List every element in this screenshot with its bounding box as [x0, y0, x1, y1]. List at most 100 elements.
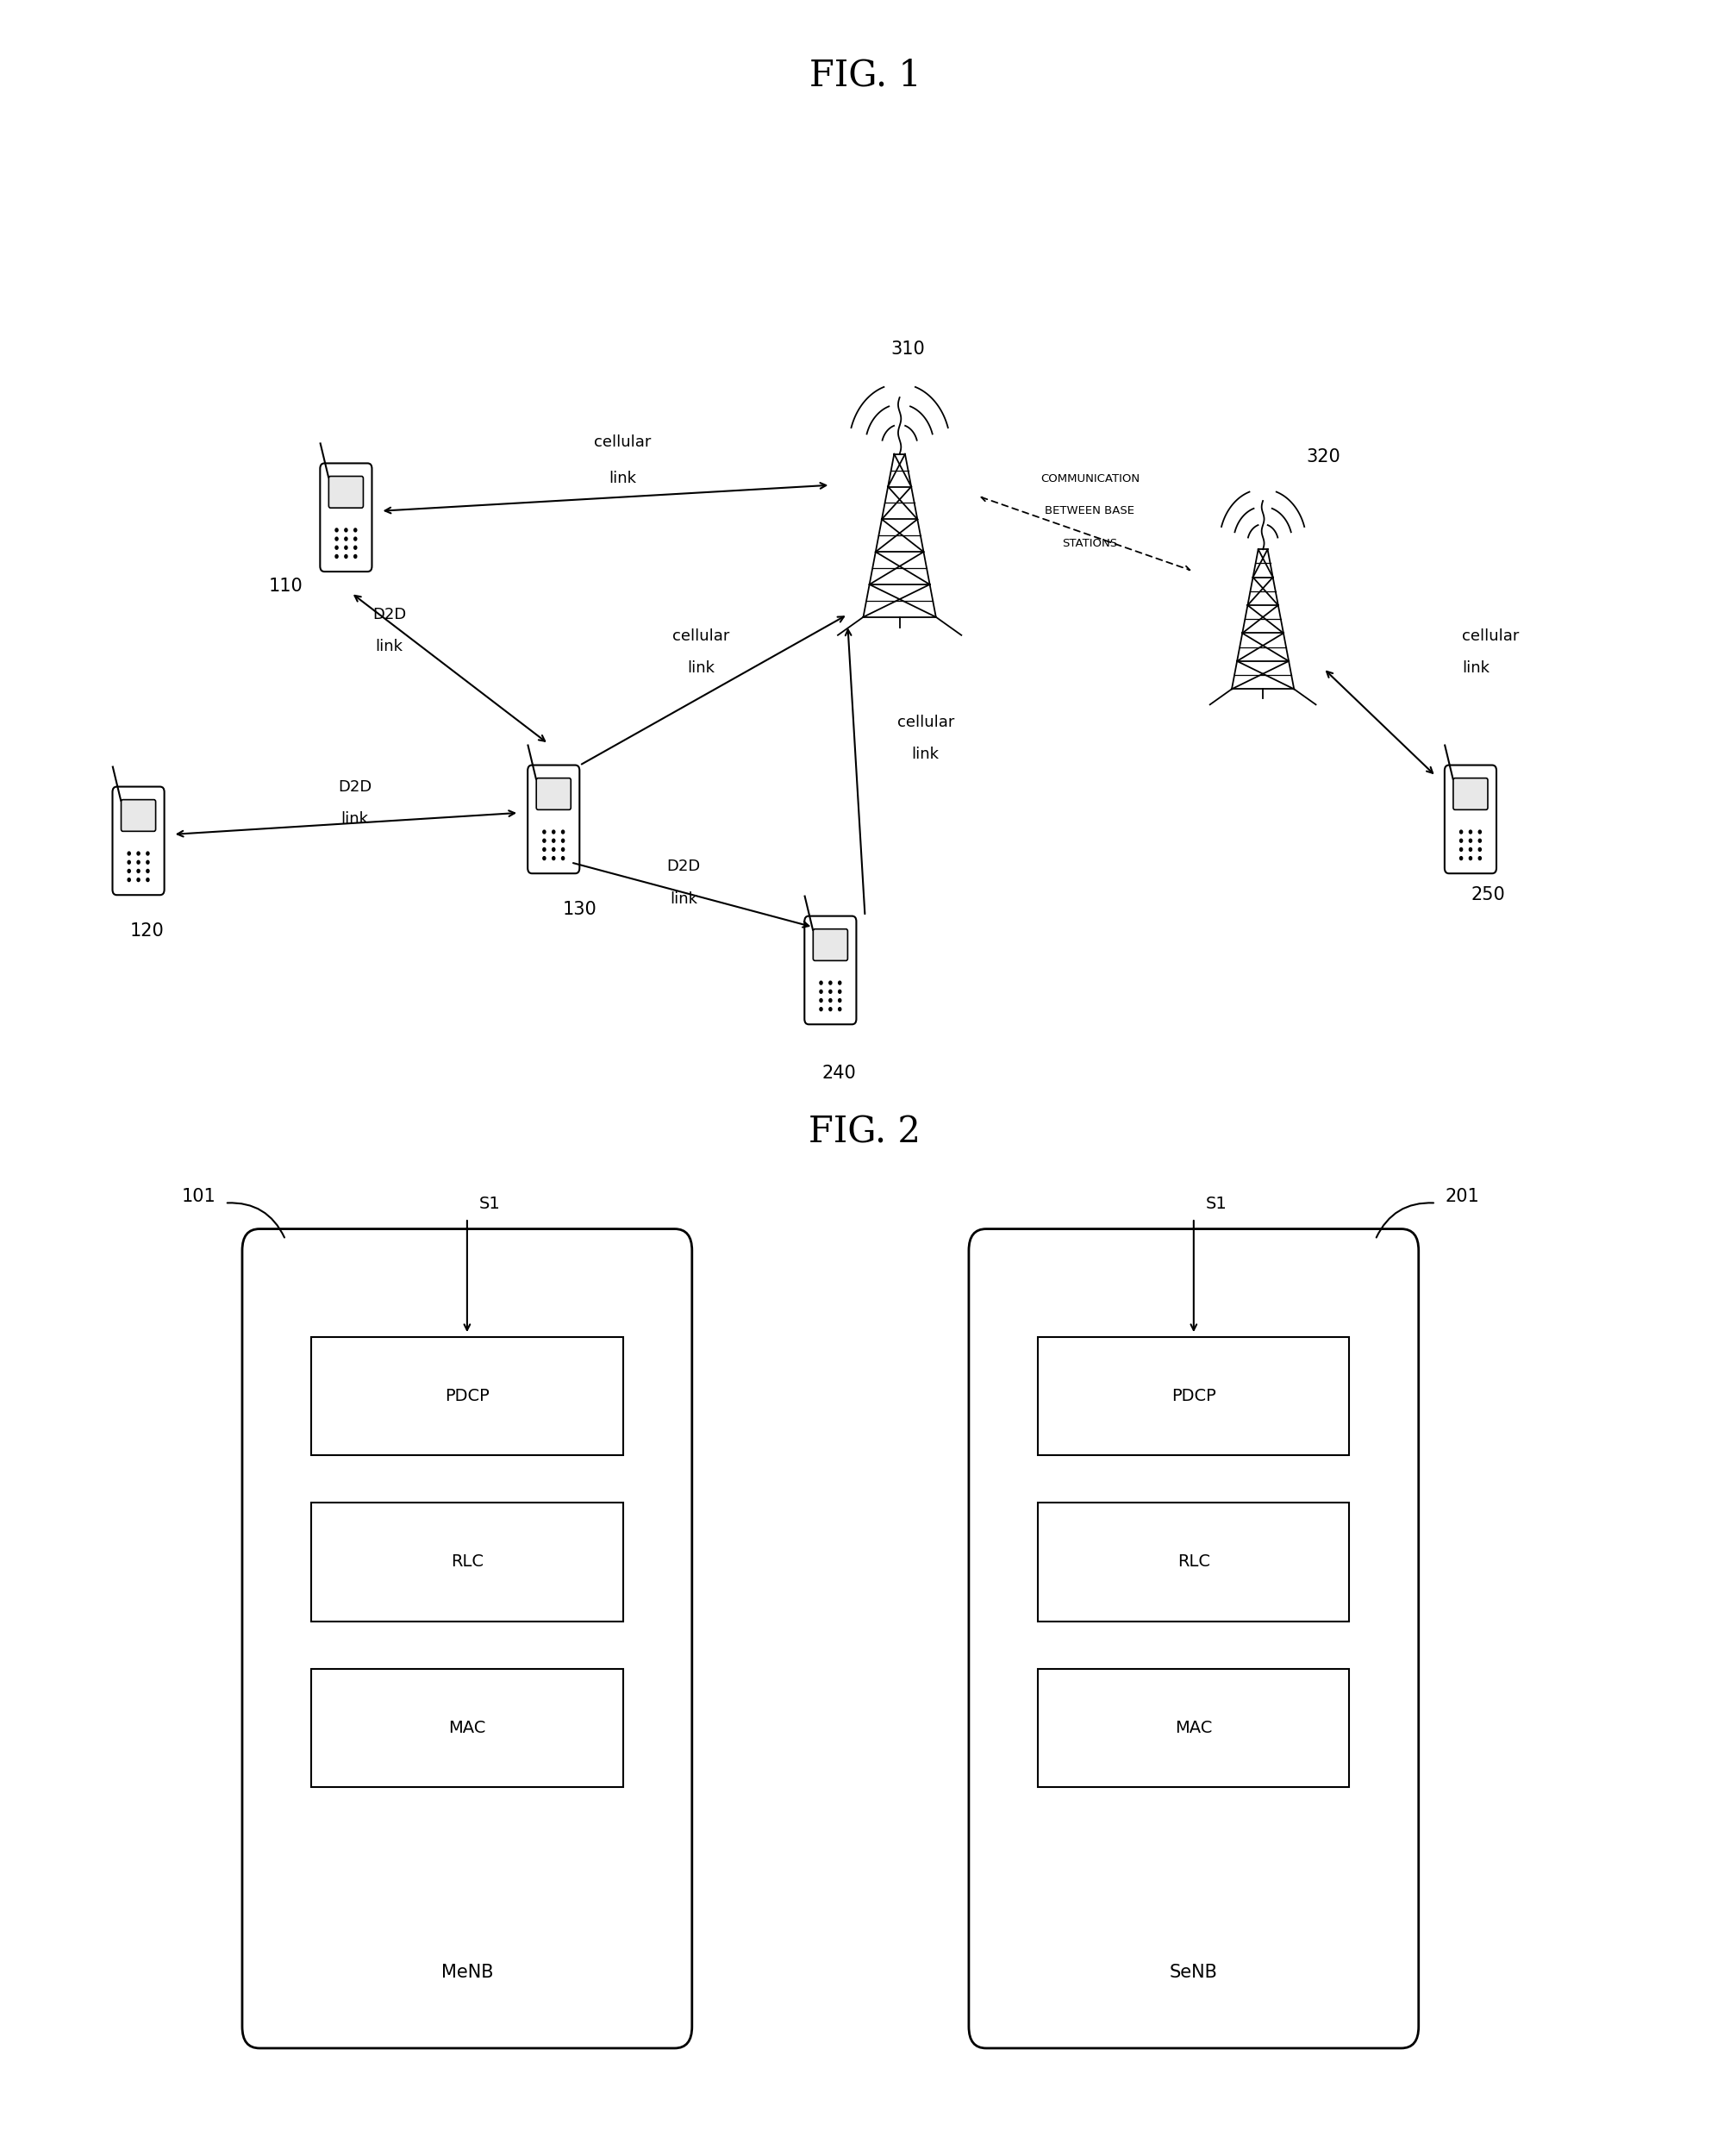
Circle shape: [336, 545, 337, 550]
Circle shape: [543, 830, 545, 834]
Circle shape: [344, 528, 348, 533]
Circle shape: [1460, 839, 1462, 843]
FancyBboxPatch shape: [320, 464, 372, 571]
Circle shape: [128, 869, 130, 873]
FancyBboxPatch shape: [242, 1229, 692, 2048]
Circle shape: [128, 852, 130, 856]
Circle shape: [137, 877, 140, 882]
Circle shape: [543, 847, 545, 852]
Circle shape: [1469, 839, 1472, 843]
Circle shape: [1460, 830, 1462, 834]
Text: cellular: cellular: [1462, 627, 1519, 645]
Text: D2D: D2D: [337, 778, 372, 796]
FancyBboxPatch shape: [1445, 765, 1496, 873]
Text: PDCP: PDCP: [445, 1388, 490, 1404]
Bar: [1038, 1503, 1349, 1621]
Text: MAC: MAC: [1175, 1720, 1213, 1736]
Bar: [311, 1503, 623, 1621]
Circle shape: [839, 1007, 841, 1011]
Circle shape: [820, 981, 822, 985]
Text: PDCP: PDCP: [1171, 1388, 1216, 1404]
Text: BETWEEN BASE: BETWEEN BASE: [1045, 505, 1135, 517]
Circle shape: [1460, 856, 1462, 860]
Text: link: link: [341, 811, 368, 828]
Circle shape: [147, 869, 149, 873]
Circle shape: [344, 537, 348, 541]
Circle shape: [829, 981, 832, 985]
Text: SeNB: SeNB: [1169, 1964, 1218, 1981]
Text: FIG. 2: FIG. 2: [810, 1115, 920, 1149]
Circle shape: [128, 877, 130, 882]
Text: link: link: [670, 890, 697, 908]
FancyBboxPatch shape: [528, 765, 580, 873]
Text: 201: 201: [1445, 1188, 1479, 1205]
Circle shape: [552, 839, 555, 843]
FancyArrowPatch shape: [227, 1203, 284, 1238]
Bar: [1038, 1669, 1349, 1787]
Circle shape: [147, 852, 149, 856]
Text: 101: 101: [182, 1188, 216, 1205]
Text: S1: S1: [1206, 1194, 1227, 1212]
Circle shape: [137, 869, 140, 873]
Text: MAC: MAC: [448, 1720, 486, 1736]
Circle shape: [355, 537, 356, 541]
Text: 310: 310: [891, 341, 926, 358]
Circle shape: [344, 545, 348, 550]
Circle shape: [344, 554, 348, 558]
Circle shape: [1479, 847, 1481, 852]
Circle shape: [552, 856, 555, 860]
Text: cellular: cellular: [896, 714, 955, 731]
Text: link: link: [375, 638, 403, 655]
Circle shape: [147, 877, 149, 882]
Circle shape: [1469, 847, 1472, 852]
Circle shape: [1479, 830, 1481, 834]
Text: FIG. 1: FIG. 1: [810, 58, 920, 93]
Text: 120: 120: [130, 923, 164, 940]
Circle shape: [562, 856, 564, 860]
Circle shape: [839, 990, 841, 994]
Text: 240: 240: [822, 1065, 856, 1082]
Text: STATIONS: STATIONS: [1062, 537, 1118, 550]
Circle shape: [552, 847, 555, 852]
FancyBboxPatch shape: [121, 800, 156, 832]
Circle shape: [336, 528, 337, 533]
Circle shape: [562, 847, 564, 852]
Circle shape: [543, 839, 545, 843]
Text: link: link: [687, 660, 714, 677]
Circle shape: [128, 860, 130, 865]
Text: COMMUNICATION: COMMUNICATION: [1040, 472, 1140, 485]
Text: cellular: cellular: [593, 433, 652, 451]
Circle shape: [355, 554, 356, 558]
Circle shape: [839, 998, 841, 1003]
FancyBboxPatch shape: [813, 929, 848, 962]
Circle shape: [137, 852, 140, 856]
Text: 250: 250: [1470, 886, 1505, 903]
Circle shape: [336, 537, 337, 541]
Circle shape: [1479, 856, 1481, 860]
Bar: [311, 1337, 623, 1455]
Circle shape: [820, 1007, 822, 1011]
Text: link: link: [912, 746, 939, 763]
Circle shape: [829, 998, 832, 1003]
Text: 130: 130: [562, 901, 597, 918]
Circle shape: [1469, 830, 1472, 834]
FancyBboxPatch shape: [804, 916, 856, 1024]
Circle shape: [147, 860, 149, 865]
Circle shape: [336, 554, 337, 558]
Circle shape: [355, 528, 356, 533]
Circle shape: [820, 998, 822, 1003]
Bar: [311, 1669, 623, 1787]
Circle shape: [839, 981, 841, 985]
Text: 110: 110: [268, 578, 303, 595]
Circle shape: [562, 839, 564, 843]
Circle shape: [829, 990, 832, 994]
Circle shape: [355, 545, 356, 550]
Circle shape: [829, 1007, 832, 1011]
Text: S1: S1: [479, 1194, 500, 1212]
Text: MeNB: MeNB: [441, 1964, 493, 1981]
Text: D2D: D2D: [666, 858, 701, 875]
Text: RLC: RLC: [1178, 1554, 1209, 1570]
FancyBboxPatch shape: [329, 476, 363, 509]
Text: D2D: D2D: [372, 606, 407, 623]
Bar: [1038, 1337, 1349, 1455]
